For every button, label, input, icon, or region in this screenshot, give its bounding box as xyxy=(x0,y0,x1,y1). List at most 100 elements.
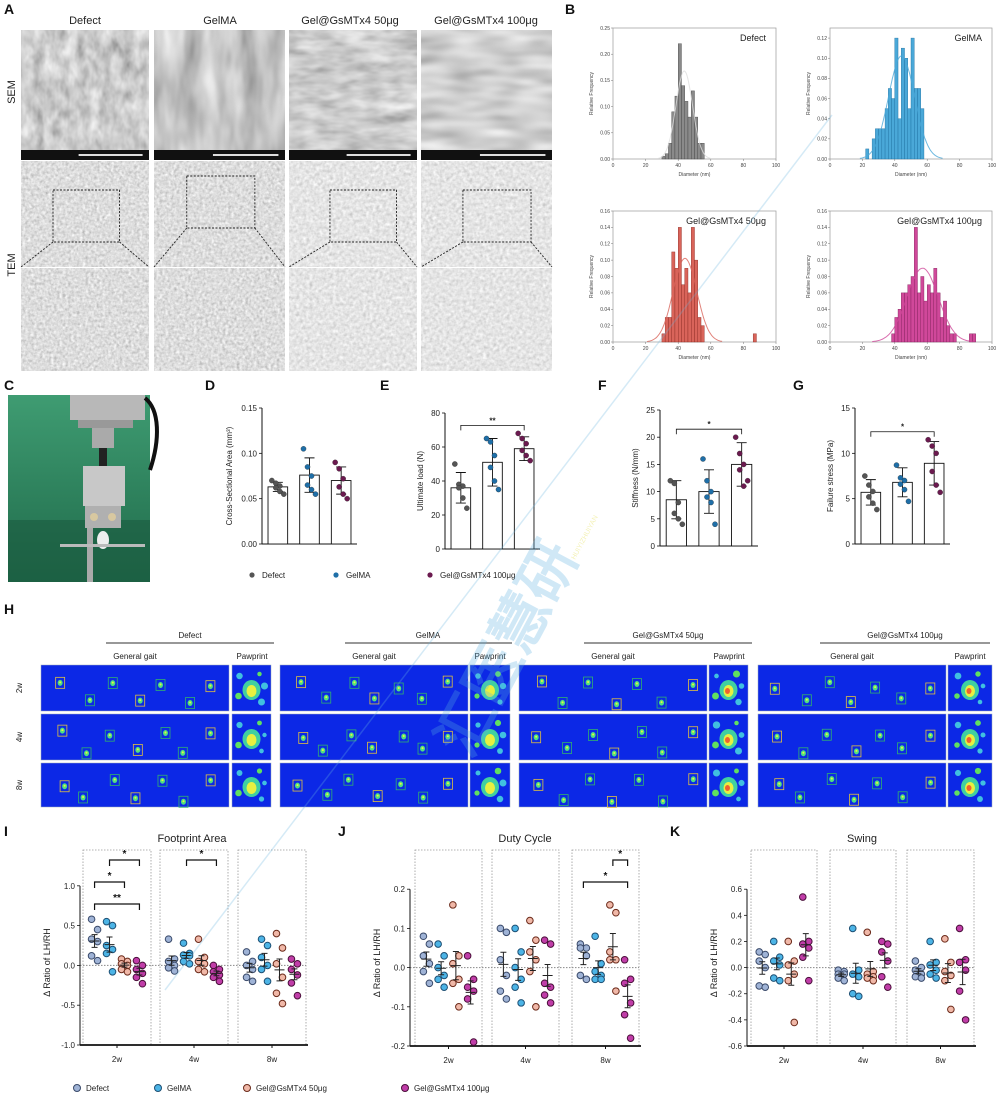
y-tick-label: 0.1 xyxy=(394,924,406,933)
toe-blob xyxy=(235,789,242,797)
footprint-box xyxy=(343,773,354,786)
data-point xyxy=(519,447,525,454)
tem-image xyxy=(154,161,285,267)
histogram-bar xyxy=(901,47,905,160)
y-tick-label: 60 xyxy=(431,443,440,452)
footprint-core xyxy=(661,799,664,802)
data-point xyxy=(679,521,686,527)
data-point xyxy=(463,952,472,960)
scale-bar-line xyxy=(346,154,411,156)
data-point xyxy=(455,1003,463,1011)
footprint-core xyxy=(59,681,62,684)
legend-marker-defect xyxy=(249,572,255,578)
x-tick-label: 8w xyxy=(600,1056,610,1065)
footprint-core xyxy=(189,701,192,704)
significance-label: * xyxy=(604,871,608,882)
mean-sem-bar xyxy=(211,970,222,977)
toe-blob xyxy=(735,698,742,706)
data-point xyxy=(278,999,287,1008)
column-title-gelma: GelMA xyxy=(203,15,237,27)
toe-blob xyxy=(975,671,981,677)
histogram-bar xyxy=(901,292,905,343)
mean-sem-bar xyxy=(244,962,255,973)
histogram-bar xyxy=(891,98,895,160)
toe-blob xyxy=(494,767,502,775)
gaussian-fit-curve xyxy=(657,70,711,159)
data-point xyxy=(626,1034,635,1042)
data-point xyxy=(263,961,272,970)
footprint-box xyxy=(870,681,881,694)
data-point xyxy=(194,935,203,943)
mean-sem-bar xyxy=(450,951,461,981)
y-tick-label: 0.5 xyxy=(64,922,76,931)
toe-blob xyxy=(235,692,242,700)
footprint-box xyxy=(658,795,668,808)
footprint-box xyxy=(135,694,146,707)
y-tick-label: 0.08 xyxy=(600,274,610,280)
data-point xyxy=(434,940,442,948)
histogram-bar xyxy=(894,37,899,160)
data-point xyxy=(164,957,173,966)
tem-magnified-image xyxy=(421,268,552,371)
footprint-box xyxy=(55,676,66,689)
data-point xyxy=(336,465,342,472)
footprint-box xyxy=(321,691,332,704)
x-tick-label: 20 xyxy=(643,346,649,352)
footprint-box xyxy=(795,791,805,804)
footprint-box xyxy=(606,796,617,808)
data-point xyxy=(419,952,428,960)
zoom-guide-lines xyxy=(288,241,418,268)
data-point xyxy=(911,957,920,965)
footprint-core xyxy=(88,698,91,701)
scale-bar-line xyxy=(479,154,546,156)
data-point xyxy=(87,915,96,924)
data-point xyxy=(740,461,747,468)
data-point xyxy=(272,989,281,998)
footprint-box xyxy=(688,726,699,739)
data-point xyxy=(576,944,585,952)
footprint-core xyxy=(446,782,449,785)
footprint-core xyxy=(537,783,540,786)
footprint-core xyxy=(63,784,66,787)
footprint-core xyxy=(161,779,164,782)
time-region-box xyxy=(491,849,560,1047)
data-point xyxy=(540,936,549,944)
data-point xyxy=(804,944,813,952)
y-tick-label: 0.08 xyxy=(817,274,827,280)
y-tick-label: 0.15 xyxy=(241,404,257,413)
histogram-bar xyxy=(674,268,679,343)
y-tick-label: 0.15 xyxy=(600,78,610,84)
pawprint-pressure xyxy=(485,782,495,794)
column-title-100ug: Gel@GsMTx4 100μg xyxy=(434,15,538,27)
legend-label-100ug: Gel@GsMTx4 100μg xyxy=(414,1084,489,1093)
zoom-region-box xyxy=(186,175,256,229)
toe-blob xyxy=(980,732,986,738)
subheader-general-gait: General gait xyxy=(352,652,396,661)
footprint-core xyxy=(613,752,616,755)
footprint-box xyxy=(688,773,699,786)
row-label-tem: TEM xyxy=(6,253,18,276)
footprint-box xyxy=(57,724,68,737)
data-point xyxy=(620,1010,629,1019)
x-tick-label: 2w xyxy=(779,1056,789,1065)
dot-plot-j: Duty Cycle 0.2 0.1 0.0 -0.1 -0.2 Δ Ratio of LH… xyxy=(372,833,641,1065)
data-point xyxy=(744,477,751,484)
toe-blob xyxy=(499,779,507,787)
toe-blob xyxy=(732,670,741,678)
footprint-core xyxy=(615,702,618,705)
histogram-bar xyxy=(952,333,957,343)
data-point xyxy=(901,486,908,493)
data-point xyxy=(798,940,807,948)
footprint-core xyxy=(420,697,423,700)
data-point xyxy=(487,439,494,445)
load-cell xyxy=(92,428,114,448)
data-point xyxy=(425,940,434,948)
histogram-bar xyxy=(865,148,870,160)
data-point xyxy=(502,995,511,1003)
footprint-box xyxy=(81,747,92,760)
pawprint-pressure xyxy=(485,734,495,746)
footprint-box xyxy=(104,729,115,742)
y-tick-label: 25 xyxy=(646,406,655,415)
y-tick-label: 0.16 xyxy=(600,209,610,215)
subheader-general-gait: General gait xyxy=(591,652,635,661)
